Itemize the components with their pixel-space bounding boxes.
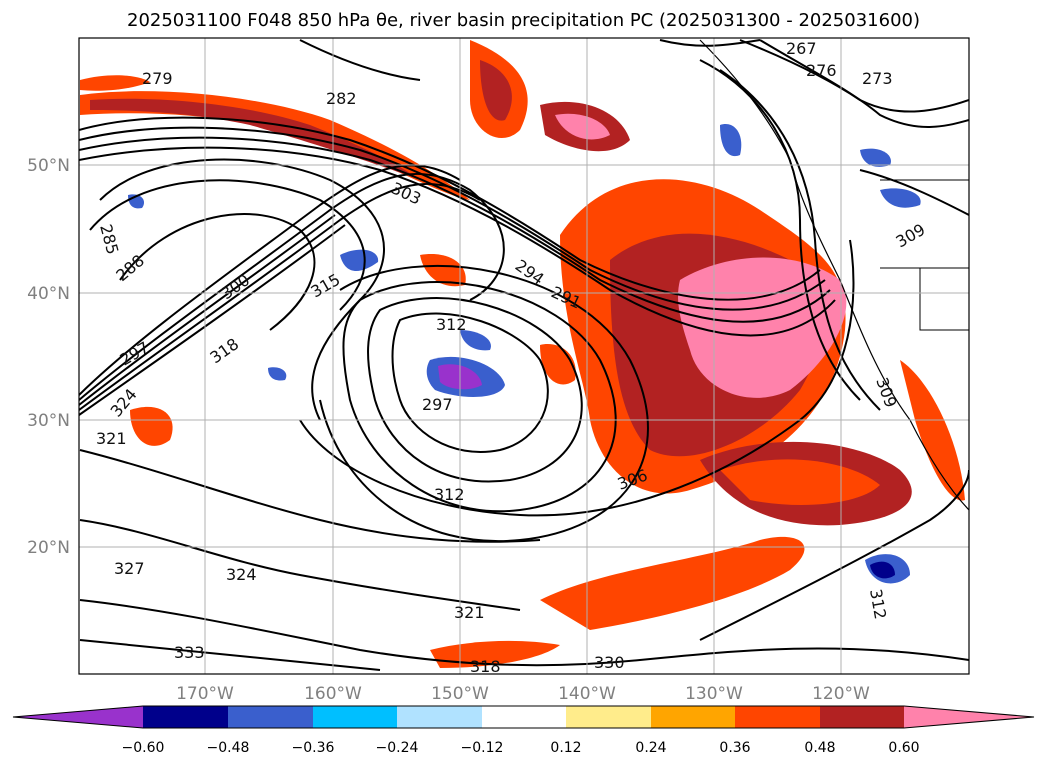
contour-label: 333 [174, 643, 205, 662]
latitude-labels: 50°N 40°N 30°N 20°N [27, 156, 70, 558]
colorbar-segment [735, 706, 820, 728]
colorbar-segment [143, 706, 228, 728]
colorbar-tick-label: 0.48 [804, 740, 835, 756]
colorbar-segment [566, 706, 651, 728]
contour-label: 312 [434, 485, 465, 504]
colorbar-right-extension [904, 706, 1034, 728]
contour-label: 324 [226, 565, 257, 584]
contour-label: 312 [436, 315, 467, 334]
precipitation-shading-negative [128, 124, 921, 584]
colorbar-tick-label: −0.36 [292, 740, 335, 756]
colorbar-segment [397, 706, 482, 728]
map-gridlines [79, 38, 969, 674]
colorbar-tick-label: 0.60 [888, 740, 919, 756]
contour-label: 279 [142, 69, 173, 88]
colorbar-segment [651, 706, 735, 728]
lon-label: 120°W [812, 684, 870, 704]
contour-label: 327 [114, 559, 145, 578]
colorbar-tick-label: −0.24 [376, 740, 419, 756]
colorbar-outline [12, 705, 1035, 729]
contour-label: 282 [326, 89, 357, 108]
colorbar-tick-label: −0.48 [207, 740, 250, 756]
colorbar-segment [313, 706, 397, 728]
contour-label: 267 [786, 39, 817, 58]
colorbar-tick-label: 0.12 [550, 740, 581, 756]
contour-label: 276 [806, 61, 837, 80]
colorbar-tick-label: 0.36 [719, 740, 750, 756]
colorbar-tick-label: −0.60 [122, 740, 165, 756]
contour-label: 330 [594, 653, 625, 672]
map-title: 2025031100 F048 850 hPa θe, river basin … [127, 10, 920, 31]
lon-label: 170°W [176, 684, 234, 704]
lon-label: 140°W [558, 684, 616, 704]
lon-label: 160°W [304, 684, 362, 704]
lat-label: 30°N [27, 411, 70, 431]
colorbar-segment [482, 706, 566, 728]
colorbar-segment [820, 706, 904, 728]
map-frame [78, 37, 970, 675]
lon-label: 130°W [685, 684, 743, 704]
lat-label: 20°N [27, 538, 70, 558]
longitude-labels: 170°W 160°W 150°W 140°W 130°W 120°W [176, 684, 870, 704]
contour-label: 321 [96, 429, 127, 448]
map-content [79, 39, 969, 671]
coastlines [699, 39, 969, 511]
colorbar-segment [228, 706, 313, 728]
colorbar-tick-label: 0.24 [635, 740, 666, 756]
lat-label: 50°N [27, 156, 70, 176]
contour-label: 318 [470, 657, 501, 676]
contour-label: 321 [454, 603, 485, 622]
lat-label: 40°N [27, 284, 70, 304]
contour-label: 273 [862, 69, 893, 88]
colorbar: −0.60 −0.48 −0.36 −0.24 −0.12 0.12 0.24 … [12, 705, 1035, 756]
contour-labels: 279 285 282 288 300 297 303 315 318 324 … [96, 39, 928, 676]
lon-label: 150°W [431, 684, 489, 704]
colorbar-left-extension [13, 706, 143, 728]
contour-label: 297 [422, 395, 453, 414]
colorbar-tick-label: −0.12 [461, 740, 504, 756]
